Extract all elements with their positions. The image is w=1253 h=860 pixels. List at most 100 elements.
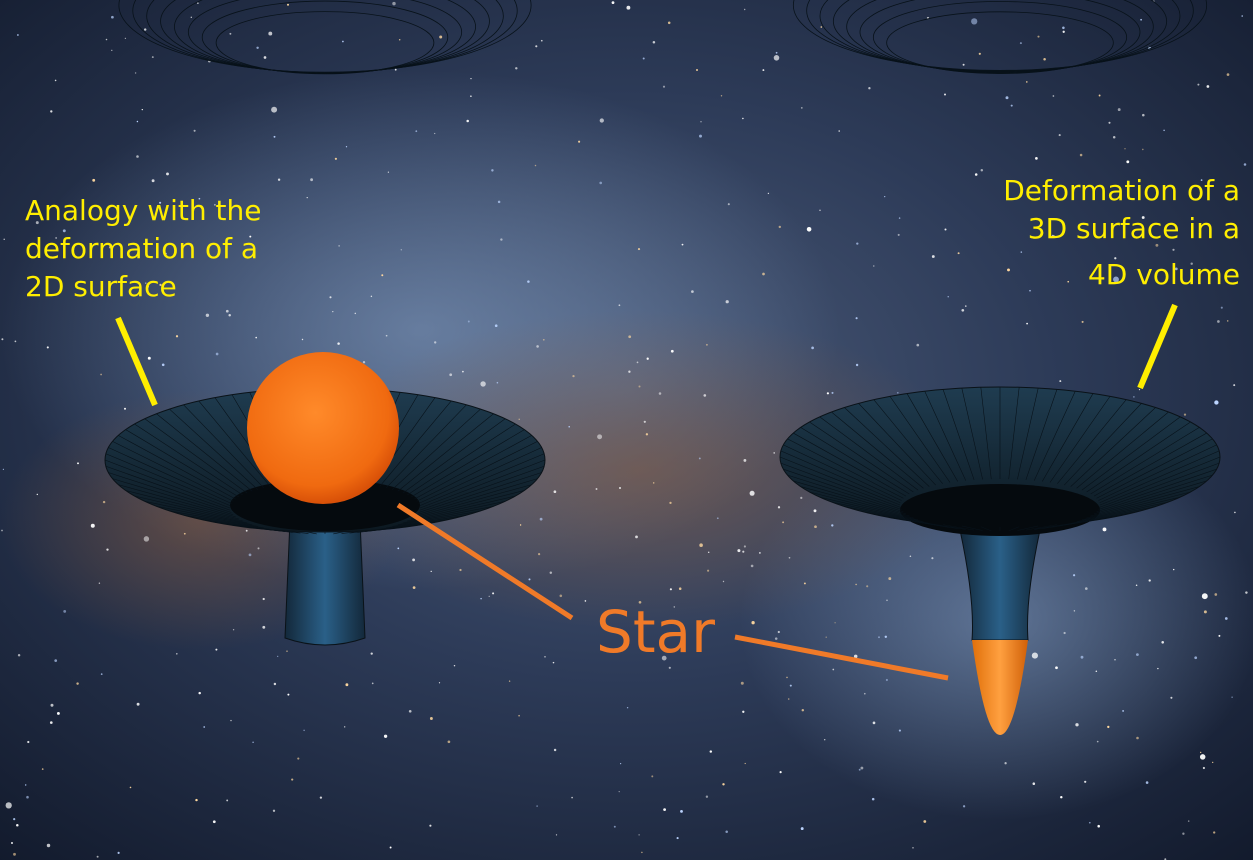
star-dot [899,730,901,732]
star-dot [779,226,781,228]
star-dot [670,588,672,590]
star-dot [1021,251,1022,252]
star-dot [246,530,248,532]
star-dot [1081,656,1084,659]
star-dot [743,459,746,462]
star-dot [726,300,729,303]
star-dot [897,392,899,394]
star-dot [886,679,888,681]
star-dot [273,810,275,812]
star-dot [291,779,293,781]
illustration: Analogy with the deformation of a 2D sur… [0,0,1253,860]
star-dot [277,656,278,657]
star-dot [268,32,272,36]
star-dot [13,853,16,856]
star-dot [278,178,280,180]
star-dot [868,87,870,89]
star-dot [230,720,231,721]
star-dot [1085,587,1088,590]
star-dot [1118,108,1121,111]
star-dot [76,682,78,684]
star-dot [677,837,679,839]
star-dot [264,56,267,59]
star-dot [388,172,389,173]
star-dot [807,227,812,232]
star-dot [263,598,265,600]
star-dot [827,392,829,394]
star-dot [1182,833,1184,835]
star-dot [1097,741,1099,743]
star-dot [1204,610,1207,613]
star-dot [1217,320,1220,323]
star-dot [1124,148,1125,149]
star-dot [3,239,4,240]
star-dot [800,497,802,499]
star-dot [1075,723,1078,726]
star-dot [42,768,44,770]
star-dot [176,653,178,655]
left-label-line: 2D surface [25,270,177,303]
star-dot [1136,653,1139,656]
star-dot [1059,380,1061,382]
star-dot [643,57,645,59]
star-dot [431,571,432,572]
star-dot [480,598,482,600]
star-dot [77,462,79,464]
star-dot [1060,796,1062,798]
star-dot [948,296,949,297]
star-dot [1212,762,1213,763]
star-dot [776,52,778,54]
star-dot [106,548,108,550]
star-dot [886,599,888,601]
left-label-line: deformation of a [25,232,258,265]
star-dot [491,169,493,171]
star-dot [572,375,574,377]
star-dot [527,280,530,283]
star-dot [1099,95,1101,97]
star-dot [111,16,114,19]
star-dot [944,228,946,230]
star-dot [329,296,331,298]
star-dot [742,551,744,553]
star-dot [1163,130,1164,131]
star-dot [824,739,825,740]
star-dot [363,361,365,363]
star-dot [252,742,254,744]
star-dot [626,6,630,10]
star-dot [699,135,702,138]
star-dot [721,95,722,96]
star-dot [1107,726,1109,728]
star-dot [100,374,102,376]
star-dot [762,69,764,71]
star-dot [1126,160,1129,163]
star-dot [958,252,960,254]
star-dot [635,535,638,538]
star-dot [1084,781,1086,783]
star-dot [1114,659,1115,660]
star-dot [725,831,728,834]
star-dot [415,130,417,132]
star-dot [544,656,546,658]
star-dot [856,364,858,366]
star-dot [554,749,556,751]
star-dot [671,350,674,353]
star-dot [708,552,709,553]
star-dot [144,536,149,541]
star-dot [831,392,833,394]
star-dot [723,581,724,582]
star-dot [286,650,288,652]
star-dot [1200,754,1205,759]
star-dot [700,121,701,122]
star-dot [63,610,66,613]
star-dot [596,488,598,490]
star-dot [489,596,490,597]
star-dot [1073,574,1075,576]
star-dot [963,64,965,66]
star-dot [434,133,435,134]
star-dot [599,182,602,185]
star-dot [47,844,50,847]
star-dot [722,783,724,785]
star-dot [111,50,112,51]
star-dot [585,600,587,602]
star-dot [11,842,13,844]
